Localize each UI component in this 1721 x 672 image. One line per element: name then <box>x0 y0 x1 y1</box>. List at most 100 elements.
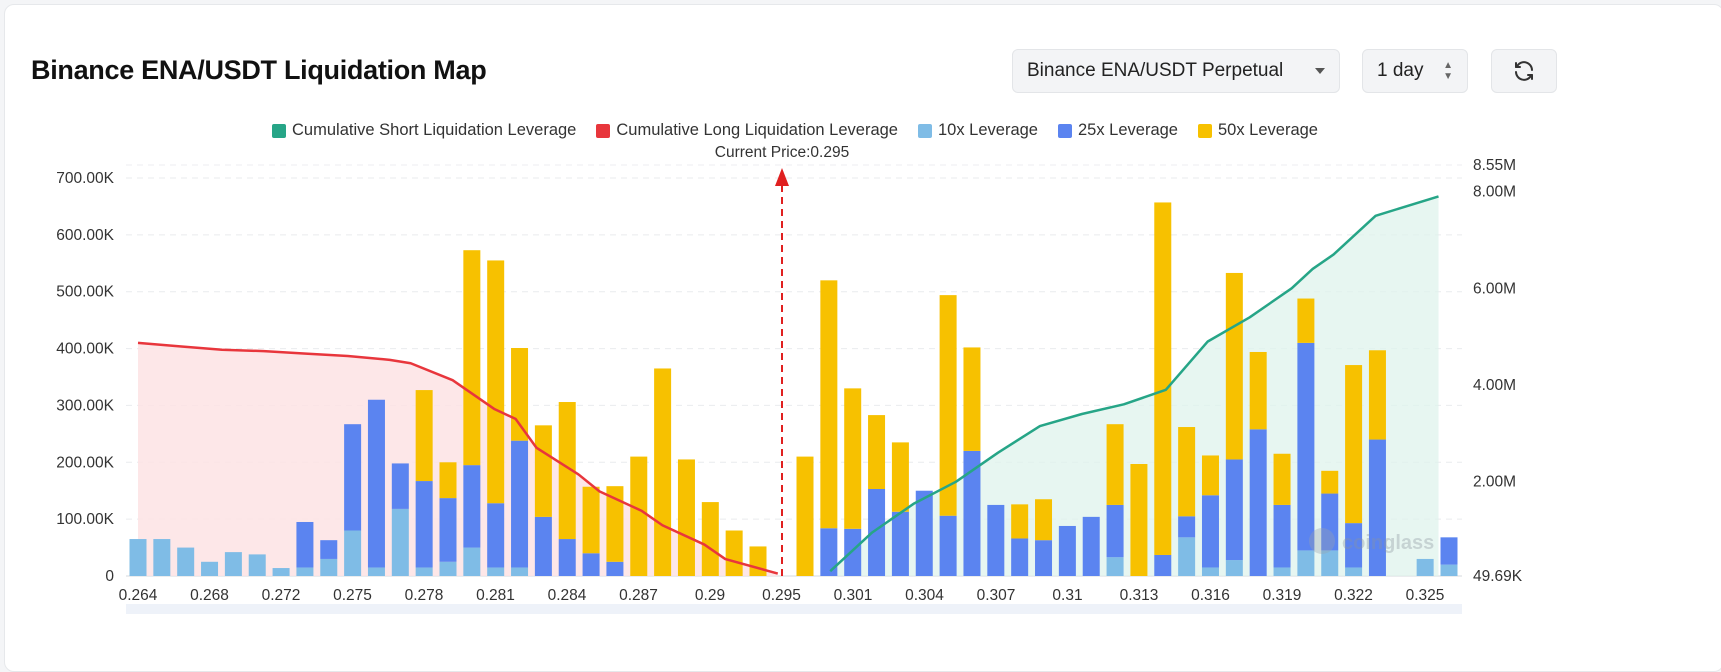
refresh-button[interactable] <box>1491 49 1557 93</box>
bar-segment-lev25 <box>1011 538 1029 576</box>
bar-segment-lev25 <box>1297 342 1315 551</box>
legend-swatch <box>1197 123 1212 138</box>
y-tick-label-left: 200.00K <box>56 454 114 471</box>
bar-segment-lev50 <box>1345 365 1363 524</box>
bar-segment-lev50 <box>463 250 481 466</box>
bar-segment-lev25 <box>1035 540 1053 576</box>
bar-segment-lev50 <box>1106 424 1124 505</box>
bar-segment-lev10 <box>1201 567 1219 576</box>
y-tick-label-left: 100.00K <box>56 511 114 528</box>
chart-legend: Cumulative Short Liquidation Leverage Cu… <box>5 121 1585 140</box>
y-tick-label-right: 6.00M <box>1473 280 1516 297</box>
y-tick-label-right: 8.55M <box>1473 157 1516 174</box>
bar-segment-lev10 <box>391 508 409 576</box>
caret-down-icon <box>1315 68 1325 74</box>
time-range-value: 1 day <box>1377 60 1424 81</box>
bar-segment-lev50 <box>630 456 648 576</box>
bar-segment-lev10 <box>296 567 314 576</box>
x-tick-label: 0.319 <box>1263 587 1302 604</box>
bar-segment-lev25 <box>1178 516 1196 538</box>
bar-segment-lev25 <box>1058 525 1076 576</box>
bar-segment-lev25 <box>1345 523 1363 568</box>
legend-item-50x[interactable]: 50x Leverage <box>1197 121 1318 140</box>
bar-segment-lev25 <box>463 465 481 548</box>
bar-segment-lev10 <box>153 539 171 576</box>
x-tick-label: 0.316 <box>1191 587 1230 604</box>
bar-segment-lev10 <box>272 568 290 576</box>
legend-swatch <box>596 123 611 138</box>
legend-item-short-cumulative[interactable]: Cumulative Short Liquidation Leverage <box>272 121 576 140</box>
bar-segment-lev25 <box>415 481 433 568</box>
bar-segment-lev25 <box>868 489 886 576</box>
bar-segment-lev25 <box>320 540 338 559</box>
legend-swatch <box>1057 123 1072 138</box>
x-tick-label: 0.295 <box>762 587 801 604</box>
bar-segment-lev50 <box>487 260 505 504</box>
bar-segment-lev50 <box>1249 351 1267 430</box>
x-tick-label: 0.287 <box>619 587 658 604</box>
bar-segment-lev25 <box>391 463 409 509</box>
bar-segment-lev25 <box>1082 516 1100 576</box>
bar-segment-lev50 <box>868 415 886 490</box>
x-tick-label: 0.29 <box>695 587 725 604</box>
bar-segment-lev25 <box>534 516 552 576</box>
bar-segment-lev50 <box>1035 499 1053 541</box>
bar-segment-lev25 <box>1249 429 1267 576</box>
bar-segment-lev10 <box>1321 550 1339 576</box>
bar-segment-lev25 <box>511 440 529 568</box>
x-tick-label: 0.284 <box>548 587 587 604</box>
exchange-select[interactable]: Binance ENA/USDT Perpetual <box>1012 49 1340 93</box>
bar-segment-lev50 <box>439 462 457 499</box>
legend-item-10x[interactable]: 10x Leverage <box>917 121 1038 140</box>
legend-item-long-cumulative[interactable]: Cumulative Long Liquidation Leverage <box>596 121 898 140</box>
x-tick-label: 0.278 <box>405 587 444 604</box>
y-tick-label-right: 8.00M <box>1473 184 1516 201</box>
legend-label: 25x Leverage <box>1077 121 1178 139</box>
bar-segment-lev50 <box>725 530 743 576</box>
legend-label: Cumulative Short Liquidation Leverage <box>292 121 577 139</box>
y-tick-label-left: 400.00K <box>56 341 114 358</box>
bar-segment-lev10 <box>1345 567 1363 576</box>
legend-swatch <box>917 123 932 138</box>
bar-segment-lev10 <box>415 567 433 576</box>
legend-label: 10x Leverage <box>937 121 1038 139</box>
bar-segment-lev50 <box>558 402 576 540</box>
x-tick-label: 0.322 <box>1334 587 1373 604</box>
bar-segment-lev50 <box>844 388 862 529</box>
bar-segment-lev25 <box>296 521 314 568</box>
page-title: Binance ENA/USDT Liquidation Map <box>31 55 487 85</box>
bar-segment-lev50 <box>939 295 957 516</box>
bar-segment-lev10 <box>511 567 529 576</box>
bar-segment-lev25 <box>1273 504 1291 568</box>
x-tick-label: 0.301 <box>834 587 873 604</box>
y-tick-label-left: 300.00K <box>56 397 114 414</box>
legend-item-25x[interactable]: 25x Leverage <box>1057 121 1178 140</box>
bar-segment-lev25 <box>987 504 1005 576</box>
bar-segment-lev25 <box>844 528 862 576</box>
bar-segment-lev50 <box>1178 427 1196 517</box>
bar-segment-lev25 <box>439 498 457 562</box>
x-tick-label: 0.31 <box>1052 587 1082 604</box>
bar-segment-lev25 <box>1321 493 1339 551</box>
bar-segment-lev25 <box>558 539 576 576</box>
bar-segment-lev25 <box>915 490 933 576</box>
bar-segment-lev50 <box>511 348 529 441</box>
short-cumulative-line <box>829 195 1439 573</box>
x-tick-label: 0.268 <box>190 587 229 604</box>
y-tick-label-left: 500.00K <box>56 284 114 301</box>
bar-segment-lev50 <box>654 368 672 576</box>
bar-segment-lev10 <box>1178 537 1196 576</box>
bar-segment-lev50 <box>963 347 981 451</box>
bar-segment-lev10 <box>1106 557 1124 576</box>
bar-segment-lev10 <box>248 554 266 576</box>
bar-segment-lev10 <box>1297 550 1315 576</box>
bar-segment-lev10 <box>177 547 195 576</box>
bar-segment-lev50 <box>415 390 433 482</box>
x-tick-label: 0.304 <box>905 587 944 604</box>
time-range-select[interactable]: 1 day ▲ ▼ <box>1362 49 1468 93</box>
bar-segment-lev50 <box>606 486 624 562</box>
bar-segment-lev25 <box>487 503 505 568</box>
y-tick-label-left: 700.00K <box>56 170 114 187</box>
bar-segment-lev10 <box>320 558 338 576</box>
